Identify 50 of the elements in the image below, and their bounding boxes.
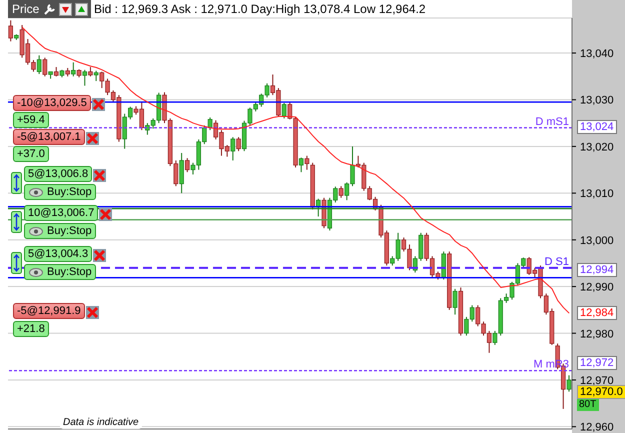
y-tick-label: 13,010: [580, 188, 614, 200]
candlestick: [54, 66, 59, 77]
annotation: Data is indicative: [60, 417, 142, 429]
chart-subtitle: Bid : 12,969.3 Ask : 12,971.0 Day:High 13,078.4 Low 12,964.2: [94, 2, 426, 16]
text: 13,024: [577, 120, 617, 134]
candlestick: [36, 54, 42, 75]
candlestick: [94, 70, 98, 82]
annotation: 10@13,006.7: [24, 205, 98, 221]
y-tick-label: 12,990: [580, 282, 614, 294]
candlestick: [452, 288, 458, 316]
candlestick: [42, 57, 48, 77]
candlestick: [88, 66, 93, 77]
annotation: Buy:Stop: [24, 184, 96, 200]
annotation: Buy:Stop: [24, 223, 96, 239]
candlestick: [179, 152, 184, 194]
ref-line-label: D mS1: [535, 116, 569, 128]
chart-title: Price: [11, 2, 40, 16]
annotation: +37.0: [13, 146, 49, 162]
text: 80T: [577, 399, 600, 411]
text: 12,970.0: [577, 385, 625, 399]
y-tick-label: 13,020: [580, 141, 614, 154]
text: 12,984: [577, 306, 617, 320]
candlestick: [298, 157, 304, 173]
annotation: 5@13,004.3: [24, 246, 92, 262]
annotation: Buy:Stop: [24, 264, 96, 280]
annotation: +21.8: [13, 321, 49, 337]
text: 12,994: [577, 263, 617, 277]
y-tick-label: 13,040: [580, 48, 614, 60]
ref-line-label: D S1: [544, 256, 569, 268]
annotation: -5@13,007.1: [13, 129, 85, 145]
annotation: +59.4: [13, 112, 49, 128]
candlestick: [230, 136, 236, 161]
candlestick: [82, 69, 88, 86]
candlestick: [338, 186, 344, 198]
candlestick: [566, 374, 572, 392]
candlestick: [184, 158, 190, 173]
y-tick-label: 12,960: [580, 422, 614, 433]
y-tick-label: 12,970: [580, 374, 614, 387]
candlestick: [8, 20, 13, 42]
y-tick-label: 12,980: [580, 328, 614, 340]
candlestick: [236, 136, 241, 152]
y-tick-label: 13,000: [580, 234, 614, 247]
y-tick-label: 13,030: [580, 94, 614, 107]
annotation: -5@12,991.9: [13, 303, 85, 319]
text: 12,972: [577, 356, 617, 370]
annotation: 5@13,006.8: [24, 166, 92, 182]
candlestick: [304, 155, 310, 170]
candlestick: [282, 102, 286, 119]
annotation: -10@13,029.5: [13, 95, 91, 111]
candlestick: [71, 62, 76, 77]
